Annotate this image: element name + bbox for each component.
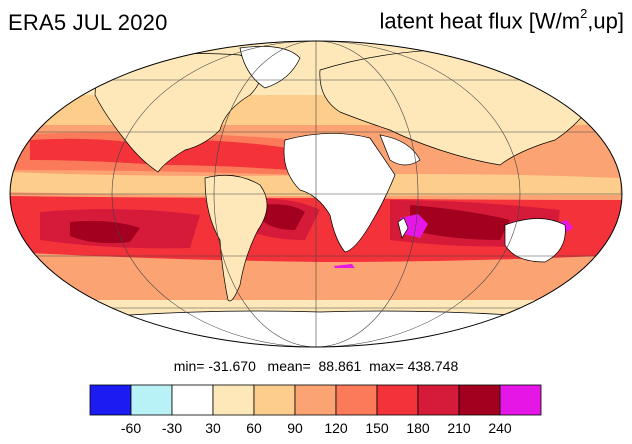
colorbar-tick-label: 30 [205, 420, 221, 436]
mollweide-map [9, 40, 623, 348]
colorbar-tick-label: 60 [246, 420, 262, 436]
mean-label: mean= [267, 358, 311, 374]
colorbar-tick-label: 240 [488, 420, 512, 436]
colorbar-tick-label: -30 [162, 420, 182, 436]
colorbar-tick-label: 180 [406, 420, 430, 436]
colorbar-tick-label: -60 [121, 420, 141, 436]
colorbar-bin [376, 384, 419, 416]
colorbar-tick-label: 120 [324, 420, 348, 436]
colorbar-bin [89, 384, 132, 416]
min-label: min= [173, 358, 205, 374]
meridian-60 [213, 41, 419, 347]
colorbar-bin [212, 384, 255, 416]
arabia [379, 134, 421, 166]
colorbar-bin [130, 384, 173, 416]
south-indian-max [410, 205, 510, 240]
mean-value: 88.861 [318, 358, 362, 374]
colorbar-tick-label: 150 [365, 420, 389, 436]
colorbar-bin [458, 384, 501, 416]
colorbar-bin [335, 384, 378, 416]
variable-title-main: latent heat flux [W/m [379, 8, 581, 34]
madagascar-extreme [400, 214, 428, 238]
africa [283, 133, 396, 253]
max-value: 438.748 [407, 358, 459, 374]
variable-title: latent heat flux [W/m2,up] [379, 6, 624, 34]
variable-title-exponent: 2 [580, 6, 588, 21]
variable-title-suffix: ,up] [587, 8, 624, 34]
globe-outline [9, 40, 623, 348]
colorbar-tick-label: 210 [447, 420, 471, 436]
south-america [204, 174, 268, 302]
max-label: max= [369, 358, 404, 374]
north-america [94, 53, 261, 173]
greenland [239, 46, 301, 89]
colorbar-bin [417, 384, 460, 416]
colorbar-bin [294, 384, 337, 416]
figure-title: ERA5 JUL 2020 [8, 10, 168, 35]
south-atlantic-max [260, 204, 305, 230]
colorbar-bin [171, 384, 214, 416]
colorbar-tick-label: 90 [287, 420, 303, 436]
meridian-120 [111, 41, 521, 347]
colorbar-bin [253, 384, 296, 416]
graticule [10, 41, 622, 347]
colorbar-bin [499, 384, 542, 416]
field-statistics: min= -31.670 mean= 88.861 max= 438.748 [0, 358, 632, 374]
south-pacific-max [70, 220, 140, 244]
madagascar [397, 217, 409, 239]
min-value: -31.670 [208, 358, 256, 374]
